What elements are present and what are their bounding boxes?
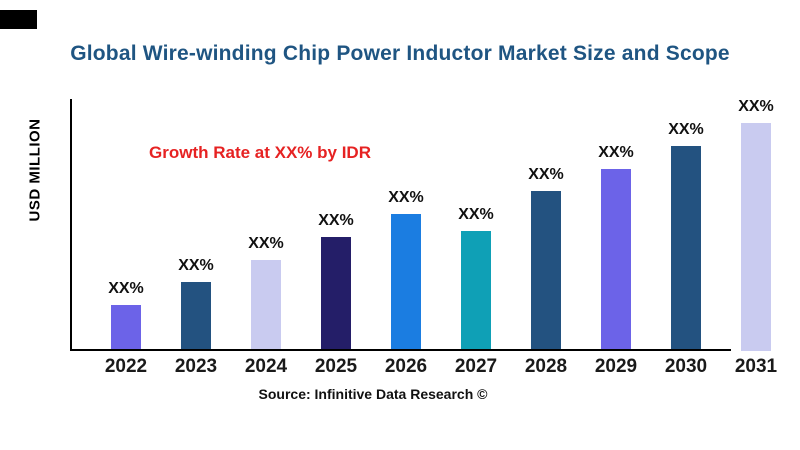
bar-value-label-2029: XX% bbox=[598, 144, 634, 161]
x-tick-label-2026: 2026 bbox=[384, 356, 428, 377]
bar-2029 bbox=[601, 169, 631, 351]
bar-value-label-2025: XX% bbox=[318, 212, 354, 229]
bar-value-label-2027: XX% bbox=[458, 206, 494, 223]
x-tick-label-2028: 2028 bbox=[524, 356, 568, 377]
bar-2024 bbox=[251, 260, 281, 351]
corner-mark bbox=[0, 10, 37, 29]
source-note: Source: Infinitive Data Research © bbox=[258, 386, 488, 402]
x-tick-label-2023: 2023 bbox=[174, 356, 218, 377]
bar-2026 bbox=[391, 214, 421, 351]
bar-2031 bbox=[741, 123, 771, 351]
bar-2025 bbox=[321, 237, 351, 351]
x-tick-label-2027: 2027 bbox=[454, 356, 498, 377]
x-tick-label-2022: 2022 bbox=[104, 356, 148, 377]
bar-2030 bbox=[671, 146, 701, 351]
y-axis-line bbox=[70, 99, 72, 351]
bar-2027 bbox=[461, 231, 491, 351]
x-tick-label-2029: 2029 bbox=[594, 356, 638, 377]
chart-title: Global Wire-winding Chip Power Inductor … bbox=[70, 42, 730, 65]
bar-value-label-2030: XX% bbox=[668, 121, 704, 138]
x-tick-label-2025: 2025 bbox=[314, 356, 358, 377]
bar-2023 bbox=[181, 282, 211, 351]
bar-value-label-2023: XX% bbox=[178, 257, 214, 274]
bar-value-label-2031: XX% bbox=[738, 98, 774, 115]
x-axis-line bbox=[70, 349, 731, 351]
bar-2028 bbox=[531, 191, 561, 351]
x-tick-label-2030: 2030 bbox=[664, 356, 708, 377]
x-tick-label-2031: 2031 bbox=[734, 356, 778, 377]
bar-value-label-2024: XX% bbox=[248, 235, 284, 252]
growth-rate-annotation: Growth Rate at XX% by IDR bbox=[149, 143, 371, 162]
bar-value-label-2028: XX% bbox=[528, 166, 564, 183]
bar-2022 bbox=[111, 305, 141, 351]
bar-value-label-2022: XX% bbox=[108, 280, 144, 297]
bar-value-label-2026: XX% bbox=[388, 189, 424, 206]
x-tick-label-2024: 2024 bbox=[244, 356, 288, 377]
